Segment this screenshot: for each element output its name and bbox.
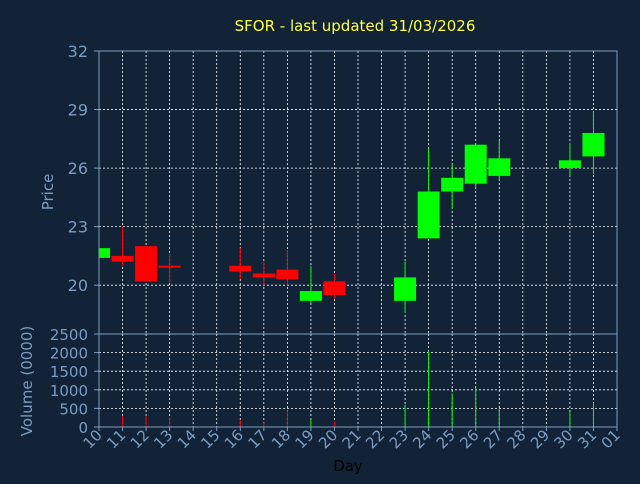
candle-body bbox=[441, 177, 464, 192]
volume-bars bbox=[122, 350, 594, 427]
price-axis-label: Price bbox=[39, 174, 57, 211]
candle-body bbox=[158, 265, 181, 268]
price-tick-label: 29 bbox=[68, 101, 88, 120]
volume-plot-frame bbox=[98, 333, 618, 428]
candle-body bbox=[299, 291, 322, 301]
candle-body bbox=[394, 277, 417, 301]
candle-body bbox=[464, 144, 487, 184]
volume-tick-label: 1500 bbox=[50, 363, 88, 381]
candle-body bbox=[111, 255, 134, 262]
price-tick-label: 26 bbox=[68, 159, 88, 178]
price-tick-labels: 20 23 26 29 32 bbox=[68, 42, 99, 295]
price-tick-label: 20 bbox=[68, 276, 88, 295]
candle-body bbox=[135, 246, 158, 282]
candle-body bbox=[323, 281, 346, 295]
chart-title: SFOR - last updated 31/03/2026 bbox=[235, 17, 476, 35]
x-tick-labels: 1011121314151617181920212223242526272829… bbox=[80, 426, 624, 452]
volume-tick-label: 500 bbox=[59, 400, 88, 418]
candle-body bbox=[488, 158, 511, 176]
x-axis-label: Day bbox=[333, 457, 363, 475]
price-tick-label: 23 bbox=[68, 218, 88, 237]
volume-tick-label: 2000 bbox=[50, 345, 88, 363]
candle-body bbox=[276, 269, 299, 280]
volume-tick-label: 2500 bbox=[50, 326, 88, 344]
price-tick-label: 32 bbox=[68, 42, 88, 61]
volume-tick-label: 1000 bbox=[50, 382, 88, 400]
candle-body bbox=[99, 248, 110, 258]
candle-body bbox=[229, 265, 252, 272]
price-grid bbox=[99, 51, 617, 334]
volume-axis-label: Volume (0000) bbox=[18, 326, 36, 436]
candle-body bbox=[582, 132, 605, 157]
candle-body bbox=[252, 273, 275, 278]
candle-body bbox=[417, 191, 440, 239]
candle-body bbox=[558, 160, 581, 169]
volume-tick-label: 0 bbox=[78, 419, 88, 437]
